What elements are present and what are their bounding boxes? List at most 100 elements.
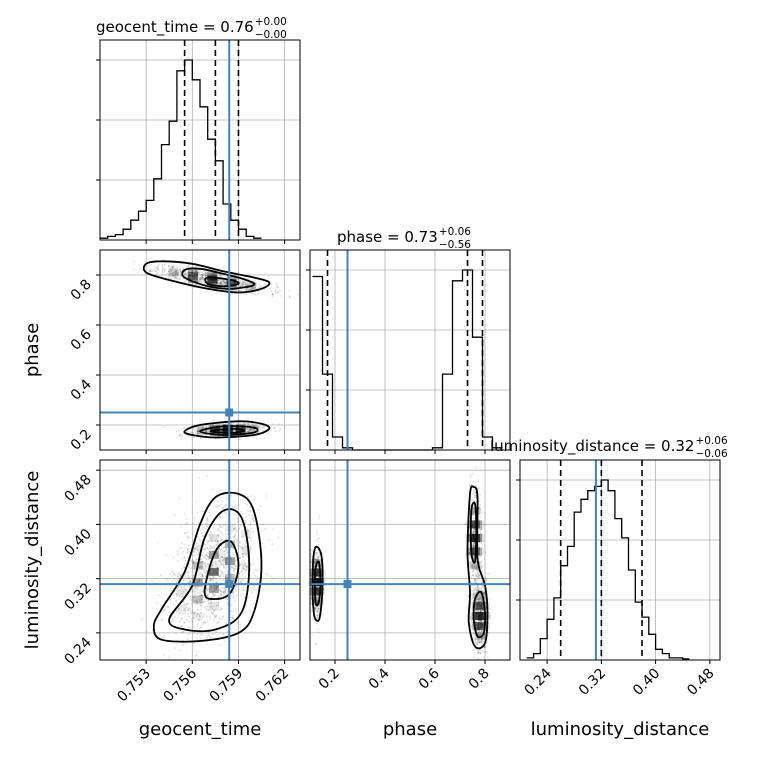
- density-ld-geocent: [210, 636, 212, 639]
- density-ld-geocent: [188, 577, 190, 579]
- density-ld-geocent: [224, 539, 226, 541]
- density-phase-geocent-upper: [264, 283, 266, 286]
- density-ld-phase-right-lower: [484, 602, 486, 605]
- density-ld-phase-right-lower: [477, 621, 480, 624]
- density-ld-phase-left: [317, 572, 319, 574]
- density-ld-geocent: [209, 606, 212, 608]
- density-ld-phase-right-upper: [475, 579, 477, 582]
- density-ld-phase-right-lower: [479, 596, 482, 599]
- density-ld-geocent: [205, 587, 208, 590]
- density-phase-geocent-lower: [235, 429, 237, 432]
- density-phase-geocent-upper: [195, 283, 197, 286]
- density-ld-geocent: [163, 608, 165, 611]
- density-ld-geocent: [206, 518, 209, 521]
- density-phase-geocent-lower: [258, 426, 261, 428]
- density-ld-phase-right-upper: [472, 512, 475, 515]
- density-ld-phase-left: [317, 595, 320, 597]
- density-ld-phase-left: [318, 571, 320, 574]
- density-phase-geocent-upper: [204, 272, 207, 275]
- density-ld-geocent: [206, 594, 209, 597]
- density-phase-geocent-lower: [236, 423, 239, 426]
- density-ld-phase-right-lower: [477, 633, 480, 636]
- density-ld-geocent: [193, 613, 196, 615]
- panel-phase-vs-geocent_time: [99, 249, 301, 451]
- density-ld-geocent: [170, 585, 173, 588]
- density-ld-geocent: [249, 506, 252, 508]
- title-luminosity_distance-upper-error: +0.06: [695, 435, 727, 447]
- density-ld-geocent: [235, 529, 237, 532]
- density-ld-geocent: [244, 532, 246, 535]
- density-ld-phase-right-lower: [479, 633, 482, 636]
- density-ld-phase-right-lower: [477, 609, 479, 611]
- density-ld-geocent: [200, 601, 202, 604]
- density-ld-phase-left: [318, 587, 320, 590]
- density-ld-geocent: [173, 513, 176, 516]
- density-phase-geocent-lower: [209, 424, 212, 427]
- density-ld-geocent: [186, 548, 189, 551]
- density-ld-geocent: [217, 585, 220, 587]
- density-ld-geocent: [226, 557, 229, 559]
- density-phase-geocent-lower: [212, 432, 215, 434]
- density-ld-geocent: [167, 606, 170, 608]
- density-ld-phase-right-lower: [477, 634, 480, 637]
- density-ld-geocent: [187, 531, 189, 534]
- density-ld-geocent: [191, 559, 194, 561]
- density-ld-phase-right-lower: [474, 624, 477, 627]
- density-ld-phase-right-upper: [478, 541, 481, 544]
- density-phase-geocent-lower: [265, 432, 267, 435]
- density-phase-geocent-upper: [163, 269, 165, 272]
- density-ld-phase-left: [316, 614, 319, 617]
- density-ld-geocent: [196, 591, 199, 594]
- density-ld-geocent: [210, 610, 213, 613]
- density-phase-geocent-upper: [177, 272, 179, 274]
- density-ld-geocent: [183, 621, 186, 624]
- density-phase-geocent-upper: [173, 271, 176, 274]
- density-ld-geocent: [246, 503, 249, 506]
- density-ld-phase-left: [318, 591, 320, 594]
- density-ld-phase-right-lower: [480, 620, 483, 622]
- density-ld-geocent: [198, 613, 201, 616]
- density-ld-phase-right-upper: [472, 547, 474, 550]
- density-ld-phase-right-lower: [477, 651, 480, 654]
- density-ld-phase-left: [318, 585, 321, 587]
- density-ld-phase-right-upper: [468, 535, 471, 537]
- density-phase-geocent-lower: [219, 430, 222, 433]
- density-ld-phase-right-lower: [481, 644, 483, 647]
- density-ld-geocent: [223, 592, 226, 594]
- density-ld-geocent: [178, 613, 181, 615]
- density-ld-geocent: [215, 616, 217, 618]
- density-phase-geocent-upper: [209, 282, 211, 285]
- density-ld-geocent: [191, 577, 193, 580]
- density-ld-geocent: [210, 565, 213, 568]
- density-phase-geocent-upper: [203, 272, 206, 275]
- density-phase-geocent-lower: [246, 424, 249, 427]
- density-ld-geocent: [195, 553, 198, 556]
- density-ld-geocent: [224, 561, 227, 563]
- density-ld-phase-right-lower: [483, 646, 486, 648]
- density-ld-geocent: [209, 577, 211, 579]
- density-ld-phase-left: [317, 587, 319, 589]
- density-ld-phase-right-lower: [477, 600, 480, 603]
- density-ld-phase-right-lower: [476, 599, 479, 601]
- density-ld-geocent: [188, 633, 190, 635]
- density-ld-phase-right-lower: [480, 620, 482, 623]
- density-ld-geocent: [213, 610, 215, 613]
- density-phase-geocent-lower: [222, 424, 225, 426]
- density-ld-geocent: [210, 586, 212, 588]
- density-phase-geocent-upper: [232, 289, 235, 291]
- density-ld-geocent: [188, 615, 190, 618]
- density-ld-geocent: [246, 566, 248, 568]
- density-phase-geocent-upper: [239, 281, 242, 284]
- density-ld-geocent: [233, 588, 235, 591]
- density-ld-geocent: [219, 549, 222, 552]
- density-ld-geocent: [220, 562, 222, 564]
- density-ld-phase-left: [317, 599, 319, 602]
- density-phase-geocent-upper: [186, 272, 188, 275]
- density-phase-geocent-upper: [187, 264, 190, 267]
- density-ld-phase-right-lower: [476, 606, 479, 609]
- density-ld-phase-right-upper: [473, 528, 476, 530]
- density-ld-geocent: [219, 551, 222, 554]
- density-ld-geocent: [204, 620, 206, 623]
- density-phase-geocent-upper: [245, 288, 248, 291]
- density-phase-geocent-upper: [254, 286, 257, 289]
